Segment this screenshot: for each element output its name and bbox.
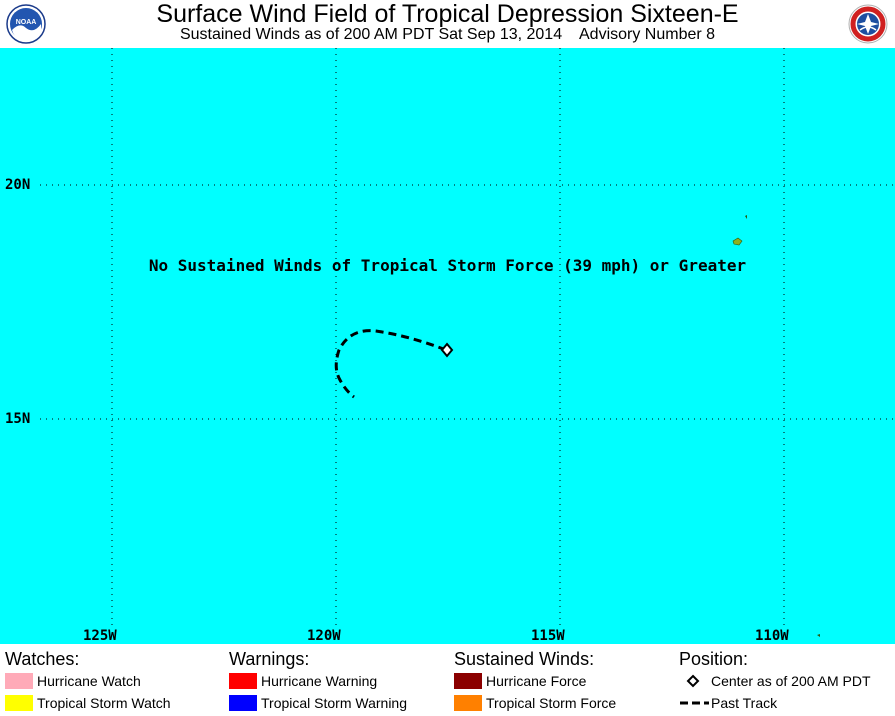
legend-watches: Watches: Hurricane Watch Tropical Storm … bbox=[5, 648, 171, 714]
lon-label-115w: 115W bbox=[531, 628, 565, 644]
lon-label-120w: 120W bbox=[307, 628, 341, 644]
legend-item-hurricane-force: Hurricane Force bbox=[454, 670, 594, 692]
legend-position: Position: Center as of 200 AM PDT Past T… bbox=[679, 648, 871, 714]
legend-label: Center as of 200 AM PDT bbox=[711, 673, 871, 689]
map-graticule bbox=[40, 48, 895, 637]
legend-label: Tropical Storm Watch bbox=[37, 695, 171, 711]
nws-logo bbox=[848, 4, 888, 44]
header: NOAA Surface Wind Field of Tropical Depr… bbox=[0, 0, 895, 48]
hurricane-force-swatch bbox=[454, 673, 482, 689]
legend-item-hurricane-warning: Hurricane Warning bbox=[229, 670, 377, 692]
legend-label: Hurricane Watch bbox=[37, 673, 141, 689]
legend-warnings: Warnings: Hurricane Warning Tropical Sto… bbox=[229, 648, 407, 714]
legend-heading-position: Position: bbox=[679, 649, 749, 669]
tropical-storm-warning-swatch bbox=[229, 695, 257, 711]
noaa-logo: NOAA bbox=[6, 4, 46, 44]
legend: Watches: Hurricane Watch Tropical Storm … bbox=[0, 644, 895, 716]
legend-label: Hurricane Warning bbox=[261, 673, 378, 689]
hurricane-warning-swatch bbox=[229, 673, 257, 689]
legend-heading-watches: Watches: bbox=[5, 649, 80, 669]
legend-sustained-winds: Sustained Winds: Hurricane Force Tropica… bbox=[454, 648, 616, 714]
lat-label-20n: 20N bbox=[5, 177, 31, 193]
island-shape bbox=[817, 634, 820, 637]
lon-label-110w: 110W bbox=[755, 628, 789, 644]
page-subtitle: Sustained Winds as of 200 AM PDT Sat Sep… bbox=[179, 26, 716, 43]
legend-item-tropical-storm-watch: Tropical Storm Watch bbox=[5, 692, 171, 714]
legend-label: Hurricane Force bbox=[486, 673, 587, 689]
lat-label-15n: 15N bbox=[5, 411, 31, 427]
diamond-icon bbox=[686, 674, 700, 688]
legend-item-hurricane-watch: Hurricane Watch bbox=[5, 670, 141, 692]
dashed-line-icon bbox=[680, 701, 709, 705]
legend-item-tropical-storm-warning: Tropical Storm Warning bbox=[229, 692, 407, 714]
island-shape bbox=[732, 237, 743, 246]
legend-heading-warnings: Warnings: bbox=[229, 649, 310, 669]
wind-field-map: 20N 15N 125W 120W 115W 110W No Sustained… bbox=[0, 48, 895, 644]
island-shape bbox=[745, 215, 747, 219]
legend-label: Past Track bbox=[711, 695, 778, 711]
legend-label: Tropical Storm Force bbox=[486, 695, 617, 711]
tropical-storm-watch-swatch bbox=[5, 695, 33, 711]
lon-label-125w: 125W bbox=[83, 628, 117, 644]
legend-item-center: Center as of 200 AM PDT bbox=[679, 670, 871, 692]
center-marker bbox=[440, 342, 454, 358]
legend-label: Tropical Storm Warning bbox=[261, 695, 408, 711]
noaa-logo-text: NOAA bbox=[16, 19, 37, 26]
legend-heading-winds: Sustained Winds: bbox=[454, 649, 595, 669]
page-title: Surface Wind Field of Tropical Depressio… bbox=[156, 0, 739, 28]
tropical-storm-force-swatch bbox=[454, 695, 482, 711]
no-tropical-storm-winds-notice: No Sustained Winds of Tropical Storm For… bbox=[148, 256, 747, 275]
hurricane-watch-swatch bbox=[5, 673, 33, 689]
legend-item-tropical-storm-force: Tropical Storm Force bbox=[454, 692, 616, 714]
legend-item-past-track: Past Track bbox=[679, 692, 777, 714]
past-track bbox=[334, 329, 447, 399]
